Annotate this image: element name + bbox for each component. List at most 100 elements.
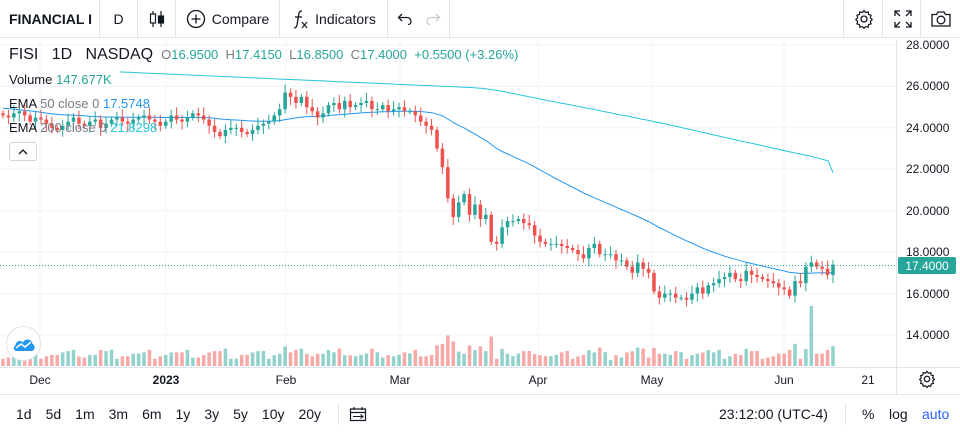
ema200-legend[interactable]: EMA 200 close 0 21.8298 bbox=[9, 120, 157, 135]
volume-bar bbox=[142, 352, 146, 366]
candle bbox=[587, 243, 591, 267]
volume-bar bbox=[787, 349, 792, 366]
candle-body bbox=[641, 262, 645, 269]
candle bbox=[473, 196, 477, 220]
ema50-legend[interactable]: EMA 50 close 0 17.5748 bbox=[9, 96, 150, 111]
volume-bar bbox=[440, 344, 445, 366]
volume-bar bbox=[174, 352, 179, 366]
time-axis-settings-button[interactable] bbox=[918, 370, 936, 393]
volume-bar bbox=[288, 352, 293, 366]
candle bbox=[532, 220, 537, 244]
undo-icon[interactable] bbox=[397, 12, 413, 26]
candle-body bbox=[109, 119, 114, 124]
range-10y-button[interactable]: 10y bbox=[261, 406, 285, 422]
symbol-search-button[interactable]: FINANCIAL I bbox=[0, 0, 100, 38]
time-tick-label: May bbox=[640, 373, 664, 387]
candle bbox=[332, 97, 336, 112]
volume-bar bbox=[223, 348, 228, 366]
percent-scale-button[interactable]: % bbox=[862, 406, 875, 422]
candle bbox=[679, 294, 683, 301]
candle-body bbox=[343, 100, 347, 110]
candle-body bbox=[484, 214, 488, 219]
candle-body bbox=[353, 105, 358, 108]
candle-body bbox=[163, 121, 168, 126]
candle-body bbox=[657, 291, 662, 298]
candle bbox=[375, 102, 380, 115]
volume-bar bbox=[587, 350, 591, 366]
candle-body bbox=[543, 241, 548, 244]
redo-icon[interactable] bbox=[425, 12, 441, 26]
range-1m-button[interactable]: 1m bbox=[75, 406, 95, 422]
interval-button[interactable]: D bbox=[100, 0, 138, 38]
candle bbox=[484, 208, 488, 225]
time-tick-label: Feb bbox=[275, 373, 297, 387]
legend-collapse-button[interactable] bbox=[9, 142, 37, 161]
candle bbox=[831, 260, 835, 284]
volume-bar bbox=[776, 353, 781, 366]
candle-body bbox=[690, 293, 694, 300]
range-5y-button[interactable]: 5y bbox=[233, 406, 248, 422]
range-1d-button[interactable]: 1d bbox=[16, 406, 32, 422]
candle-body bbox=[337, 103, 342, 110]
volume-legend[interactable]: Volume 147.677K bbox=[9, 72, 112, 87]
candle-body bbox=[33, 117, 38, 122]
snapshot-button[interactable] bbox=[920, 0, 960, 38]
candle-body bbox=[766, 279, 770, 282]
auto-scale-button[interactable]: auto bbox=[922, 406, 950, 422]
candle-body bbox=[17, 111, 22, 114]
volume-bar bbox=[77, 356, 81, 366]
candle bbox=[223, 124, 228, 143]
fullscreen-button[interactable] bbox=[882, 0, 922, 38]
candle bbox=[744, 262, 748, 286]
candle bbox=[131, 112, 135, 130]
range-3y-button[interactable]: 3y bbox=[204, 406, 220, 422]
volume-bar bbox=[375, 352, 380, 366]
candle bbox=[207, 115, 211, 134]
price-tick-label: 26.0000 bbox=[906, 79, 950, 94]
clock-timezone[interactable]: 23:12:00 (UTC-4) bbox=[719, 406, 828, 422]
volume-bar bbox=[652, 347, 656, 366]
price-chart[interactable] bbox=[0, 39, 960, 394]
candle-body bbox=[158, 121, 163, 126]
candle bbox=[185, 110, 190, 128]
candle-body bbox=[98, 119, 103, 128]
candle-body bbox=[364, 100, 369, 103]
volume-bar bbox=[462, 353, 466, 366]
candle bbox=[174, 107, 179, 124]
candle bbox=[690, 285, 694, 305]
candle-body bbox=[549, 243, 553, 245]
range-3m-button[interactable]: 3m bbox=[108, 406, 129, 422]
volume-bar bbox=[66, 351, 70, 366]
brand-logo[interactable] bbox=[6, 326, 41, 361]
log-scale-button[interactable]: log bbox=[889, 406, 908, 422]
volume-bar bbox=[153, 358, 157, 366]
candle-body bbox=[635, 262, 640, 273]
candle-body bbox=[60, 125, 65, 130]
volume-bar bbox=[467, 345, 472, 366]
candle bbox=[44, 115, 49, 132]
candle bbox=[66, 113, 70, 131]
range-20y-button[interactable]: 20y bbox=[298, 406, 322, 422]
volume-bar bbox=[820, 353, 824, 366]
settings-button[interactable] bbox=[843, 0, 883, 38]
candle bbox=[820, 261, 824, 276]
range-5d-button[interactable]: 5d bbox=[45, 406, 62, 422]
candle-body bbox=[673, 293, 678, 298]
candle bbox=[522, 213, 526, 230]
volume-bar bbox=[283, 346, 287, 366]
candle-body bbox=[288, 92, 293, 97]
candle-body bbox=[456, 202, 461, 217]
chart-type-button[interactable] bbox=[138, 0, 176, 38]
volume-bar bbox=[635, 347, 640, 366]
candle bbox=[782, 280, 786, 296]
candle-body bbox=[749, 270, 754, 275]
candle-body bbox=[147, 115, 152, 120]
date-range-button[interactable] bbox=[349, 406, 367, 422]
candle-body bbox=[169, 115, 173, 122]
range-1y-button[interactable]: 1y bbox=[175, 406, 191, 422]
indicators-button[interactable]: Indicators bbox=[280, 0, 388, 38]
legend-high-label: H bbox=[225, 47, 235, 62]
ema50-params: 50 close 0 bbox=[40, 96, 100, 111]
range-6m-button[interactable]: 6m bbox=[142, 406, 162, 422]
compare-button[interactable]: Compare bbox=[176, 0, 280, 38]
